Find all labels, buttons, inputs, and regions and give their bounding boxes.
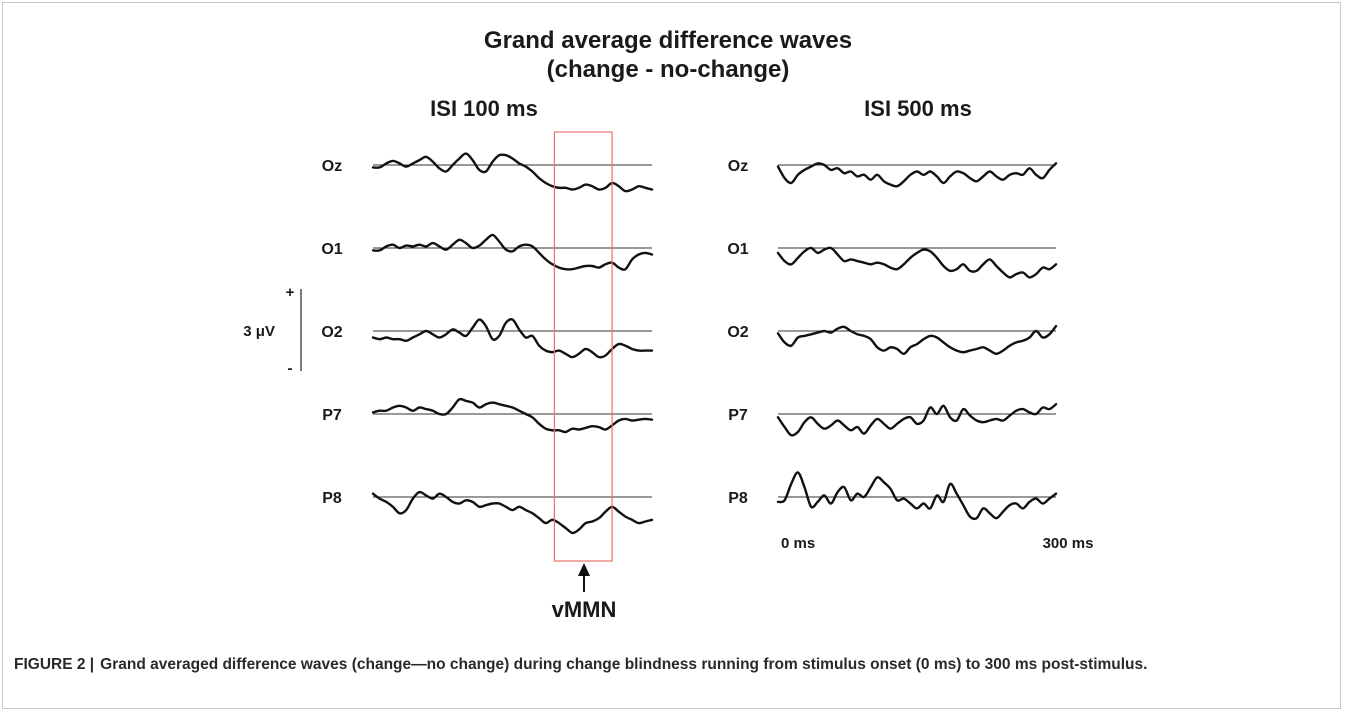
scale-bar: + - 3 μV (243, 284, 302, 377)
channel-o1: O1 (727, 241, 1058, 279)
vmmn-window (553, 131, 613, 562)
scale-bar-plus: + (286, 284, 295, 301)
figure-title-line2: (change - no-change) (547, 56, 790, 83)
channel-label: Oz (322, 158, 342, 175)
channel-label: P8 (322, 490, 342, 507)
caption-text: Grand averaged difference waves (change—… (100, 656, 1148, 673)
channel-p7: P7 (728, 403, 1058, 437)
waveform-p7 (371, 397, 654, 434)
channel-label: P7 (322, 407, 342, 424)
figure-caption: FIGURE 2 | Grand averaged difference wave… (14, 654, 1324, 675)
waveform-p7 (776, 403, 1058, 437)
waveform-oz (776, 162, 1058, 188)
waveform-o2 (776, 324, 1058, 355)
caption-label: FIGURE 2 | (14, 656, 95, 673)
x-tick-end: 300 ms (1043, 535, 1094, 552)
channel-o1: O1 (321, 233, 654, 271)
panel-title: ISI 100 ms (430, 96, 538, 121)
figure-title-line1: Grand average difference waves (484, 27, 852, 54)
channel-label: P8 (728, 490, 748, 507)
scale-bar-minus: - (288, 360, 293, 377)
waveform-o2 (371, 318, 654, 359)
channel-p8: P8 (322, 490, 654, 535)
panel-isi-500: ISI 500 ms Oz O1 O2 P7 P8 0 ms 300 ms (727, 96, 1093, 552)
scale-bar-label: 3 μV (243, 323, 275, 340)
channel-label: Oz (728, 158, 748, 175)
channel-label: O1 (727, 241, 748, 258)
channel-oz: Oz (322, 152, 654, 193)
channel-label: P7 (728, 407, 748, 424)
waveform-p8 (776, 471, 1058, 521)
channel-p7: P7 (322, 397, 654, 434)
channel-label: O2 (321, 324, 342, 341)
channel-oz: Oz (728, 158, 1058, 188)
waveform-o1 (776, 246, 1058, 279)
waveform-p8 (371, 490, 654, 535)
channel-label: O1 (321, 241, 342, 258)
waveform-oz (371, 152, 654, 193)
vmmn-label: vMMN (552, 597, 617, 622)
panel-title: ISI 500 ms (864, 96, 972, 121)
channel-label: O2 (727, 324, 748, 341)
channel-o2: O2 (321, 318, 654, 359)
waveform-o1 (371, 233, 654, 271)
x-tick-start: 0 ms (781, 535, 815, 552)
erp-figure: Grand average difference waves (change -… (243, 27, 1093, 622)
channel-p8: P8 (728, 471, 1058, 521)
channel-o2: O2 (727, 324, 1058, 355)
panel-isi-100: ISI 100 ms Oz O1 O2 P7 P8 vMMN (321, 96, 654, 622)
vmmn-arrow (578, 563, 590, 592)
